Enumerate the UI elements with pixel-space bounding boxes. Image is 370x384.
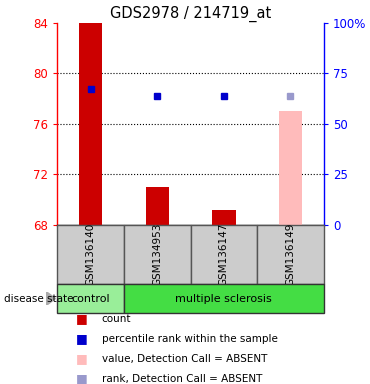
Text: rank, Detection Call = ABSENT: rank, Detection Call = ABSENT: [102, 374, 262, 384]
Text: GSM136140: GSM136140: [85, 223, 96, 286]
Bar: [57, 284, 124, 313]
Text: control: control: [71, 293, 110, 304]
Text: GSM134953: GSM134953: [152, 223, 162, 286]
Text: ■: ■: [76, 372, 88, 384]
Polygon shape: [46, 292, 56, 306]
Bar: [212, 210, 236, 225]
Bar: [191, 225, 257, 284]
Text: multiple sclerosis: multiple sclerosis: [175, 293, 272, 304]
Bar: [124, 225, 191, 284]
Bar: [124, 284, 324, 313]
Text: ■: ■: [76, 332, 88, 345]
Text: ■: ■: [76, 352, 88, 365]
Title: GDS2978 / 214719_at: GDS2978 / 214719_at: [110, 5, 271, 22]
Bar: [57, 225, 124, 284]
Text: disease state: disease state: [4, 293, 73, 304]
Bar: [146, 187, 169, 225]
Text: count: count: [102, 314, 131, 324]
Text: GSM136149: GSM136149: [285, 223, 296, 286]
Text: GSM136147: GSM136147: [219, 223, 229, 286]
Bar: [279, 111, 302, 225]
Bar: [79, 23, 102, 225]
Text: ■: ■: [76, 312, 88, 325]
Bar: [257, 225, 324, 284]
Text: percentile rank within the sample: percentile rank within the sample: [102, 334, 278, 344]
Text: value, Detection Call = ABSENT: value, Detection Call = ABSENT: [102, 354, 267, 364]
